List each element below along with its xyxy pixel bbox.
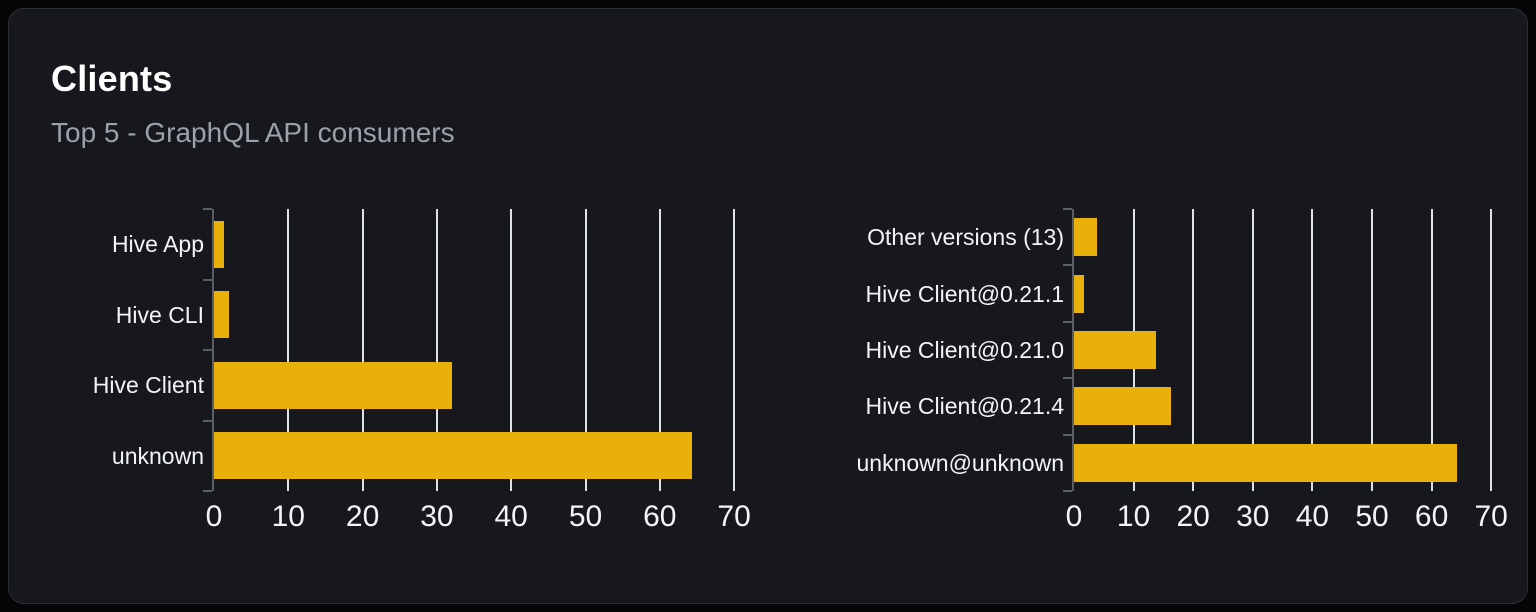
bar-hive-client-0.21.1[interactable] bbox=[1074, 274, 1085, 313]
bar-hive-client[interactable] bbox=[214, 361, 452, 409]
bar-hive-client-0.21.0[interactable] bbox=[1074, 331, 1156, 369]
card-title: Clients bbox=[51, 58, 173, 99]
bar-unknown[interactable] bbox=[214, 432, 692, 480]
card-subtitle: Top 5 - GraphQL API consumers bbox=[51, 117, 455, 148]
bar-hive-app[interactable] bbox=[214, 220, 225, 268]
bar-hive-cli[interactable] bbox=[214, 291, 229, 339]
bar-unknown-unknown[interactable] bbox=[1074, 443, 1458, 482]
bar-hive-client-0.21.4[interactable] bbox=[1074, 387, 1172, 426]
bar-other-versions-13-[interactable] bbox=[1074, 218, 1098, 257]
clients-card: Clients Top 5 - GraphQL API consumers bbox=[8, 8, 1528, 604]
